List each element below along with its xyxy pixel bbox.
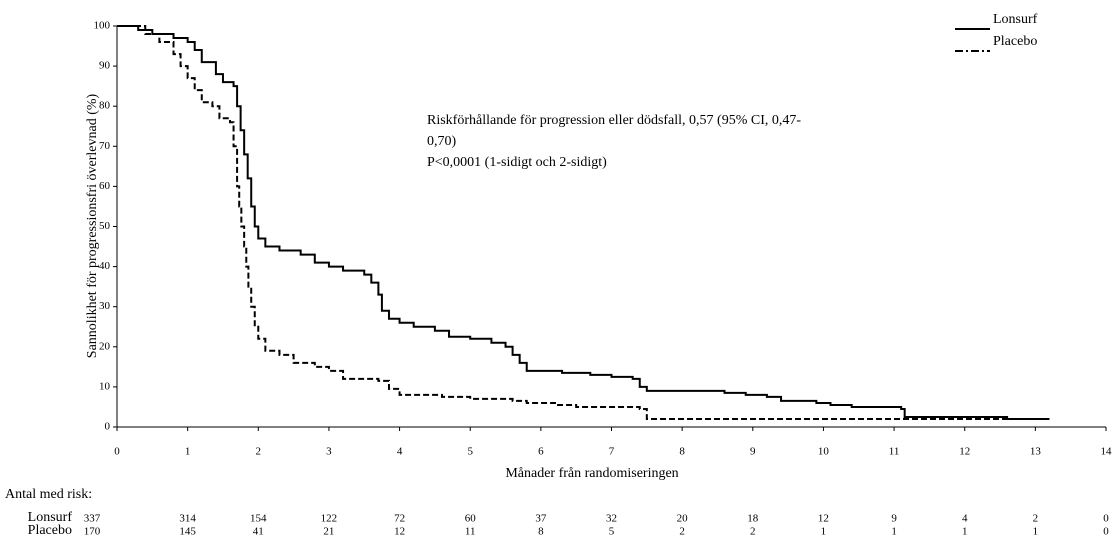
risk-value: 4 [962, 513, 968, 525]
x-tick-label: 1 [185, 446, 191, 458]
y-tick-label: 0 [105, 421, 111, 433]
series-line [117, 25, 1050, 420]
risk-value: 0 [1103, 513, 1109, 525]
risk-value: 0 [1103, 526, 1109, 538]
x-tick-label: 10 [818, 446, 830, 458]
annotation: 0,70) [427, 134, 457, 149]
series-line [117, 25, 1050, 420]
risk-value: 170 [84, 526, 101, 538]
risk-value: 5 [609, 526, 615, 538]
y-tick-label: 20 [99, 340, 111, 352]
risk-value: 1 [1033, 526, 1039, 538]
x-tick-label: 12 [959, 446, 970, 458]
y-tick-label: 10 [99, 380, 111, 392]
x-tick-label: 0 [114, 446, 120, 458]
annotation: Riskförhållande för progression eller dö… [427, 113, 801, 128]
y-tick-label: 80 [99, 100, 111, 112]
legend-label: Placebo [993, 34, 1037, 49]
x-axis-label: Månader från randomiseringen [505, 466, 678, 481]
risk-value: 37 [535, 513, 547, 525]
x-tick-label: 7 [609, 446, 615, 458]
y-axis-label: Sannolikhet för progressionsfri överlevn… [85, 93, 100, 358]
risk-value: 12 [818, 513, 829, 525]
x-tick-label: 5 [467, 446, 473, 458]
risk-value: 145 [179, 526, 196, 538]
risk-value: 1 [962, 526, 968, 538]
risk-value: 122 [321, 513, 338, 525]
risk-value: 72 [394, 513, 405, 525]
x-tick-label: 14 [1101, 446, 1113, 458]
y-tick-label: 30 [99, 300, 111, 312]
x-tick-label: 13 [1030, 446, 1042, 458]
risk-value: 8 [538, 526, 544, 538]
risk-value: 2 [750, 526, 756, 538]
risk-value: 337 [84, 513, 101, 525]
risk-value: 2 [679, 526, 685, 538]
y-tick-label: 50 [99, 220, 111, 232]
x-tick-label: 2 [256, 446, 262, 458]
risk-value: 1 [821, 526, 827, 538]
risk-value: 154 [250, 513, 267, 525]
y-tick-label: 70 [99, 140, 111, 152]
risk-row-name: Lonsurf [28, 510, 73, 525]
x-tick-label: 11 [889, 446, 900, 458]
y-tick-label: 100 [94, 20, 111, 32]
y-tick-label: 60 [99, 180, 111, 192]
risk-value: 12 [394, 526, 405, 538]
risk-value: 20 [677, 513, 689, 525]
risk-value: 41 [253, 526, 264, 538]
risk-row-name: Placebo [28, 523, 72, 538]
risk-value: 2 [1033, 513, 1039, 525]
y-tick-label: 40 [99, 260, 111, 272]
x-tick-label: 8 [679, 446, 685, 458]
risk-value: 21 [323, 526, 334, 538]
y-tick-label: 90 [99, 60, 111, 72]
risk-value: 32 [606, 513, 617, 525]
risk-value: 314 [179, 513, 196, 525]
risk-value: 9 [891, 513, 897, 525]
legend-label: Lonsurf [993, 12, 1038, 27]
annotation: P<0,0001 (1-sidigt och 2-sidigt) [427, 155, 607, 170]
x-tick-label: 3 [326, 446, 332, 458]
risk-value: 11 [465, 526, 476, 538]
x-tick-label: 9 [750, 446, 756, 458]
risk-value: 18 [747, 513, 759, 525]
x-tick-label: 6 [538, 446, 544, 458]
risk-table-title: Antal med risk: [5, 487, 92, 502]
risk-value: 60 [465, 513, 477, 525]
x-tick-label: 4 [397, 446, 403, 458]
risk-value: 1 [891, 526, 897, 538]
